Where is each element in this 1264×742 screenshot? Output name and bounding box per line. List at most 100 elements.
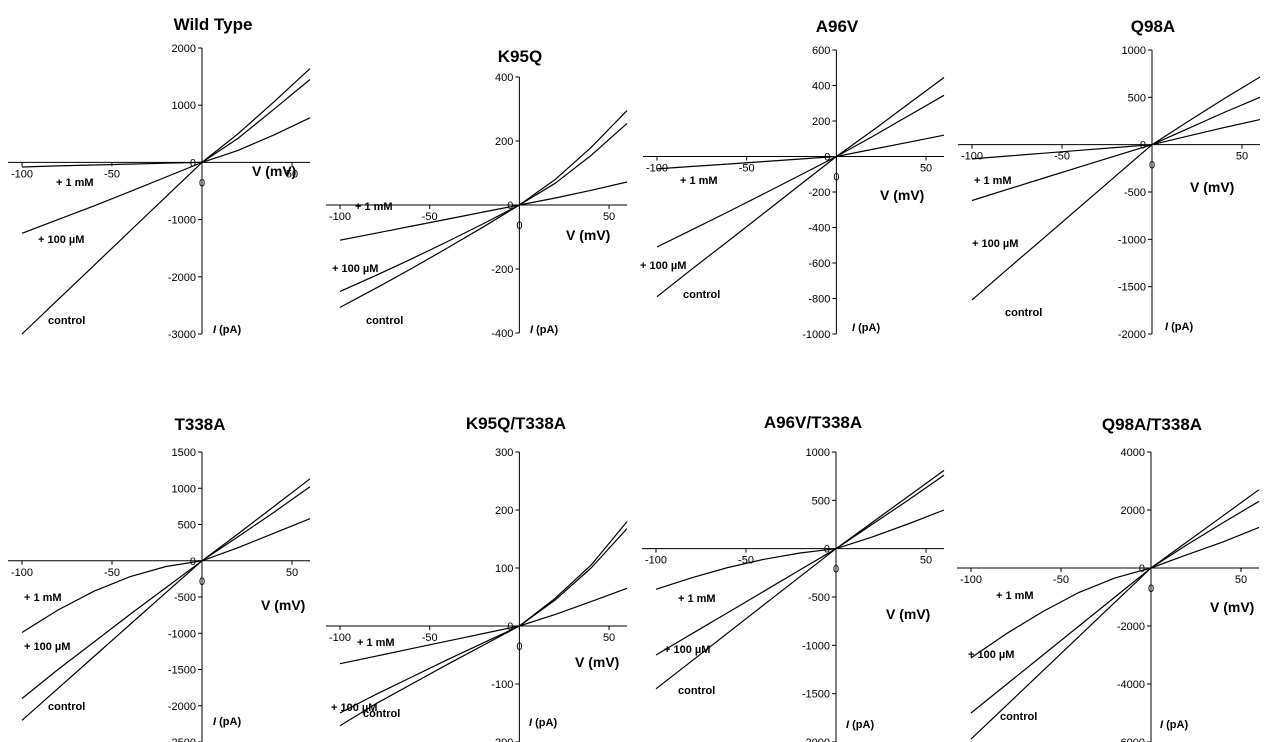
curve-1mM [970,526,1260,659]
curve-100uM [656,94,945,248]
curve-100uM [21,79,311,234]
y-tick-label: -200 [491,264,513,276]
y-tick-label: -2000 [168,701,196,713]
y-tick-label: -400 [808,223,830,235]
x-axis-label: V (mV) [1210,599,1254,615]
x-tick-label: -100 [11,168,33,180]
y-axis-label: I (pA) [529,717,557,729]
curve-annotation: + 100 µM [664,644,710,656]
y-tick-label: -500 [1124,187,1146,199]
x-tick-label: -100 [329,211,351,223]
y-axis-label: I (pA) [852,322,880,334]
x-axis-label: V (mV) [575,654,619,670]
y-tick-label: -2000 [1118,329,1146,341]
x-tick-label: 50 [603,632,615,644]
y-tick-label: -1000 [168,215,196,227]
y-tick-label: 0 [1139,563,1145,575]
y-tick-label: -800 [808,294,830,306]
curve-annotation: + 100 µM [331,702,377,714]
x-tick-label: 0 [833,172,839,184]
y-tick-label: 0 [190,157,196,169]
x-tick-label: -50 [1054,151,1070,163]
curve-annotation: + 100 µM [38,234,84,246]
iv-panel: K95Q 400 200 0 -200 -400 -100 -50 50 0 V (mV) I (pA… [326,47,628,340]
y-tick-label: -1000 [802,640,830,652]
iv-panel: Wild Type 2000 1000 0 -1000 -2000 -3000 -100 -50… [8,15,311,341]
y-tick-label: -1500 [168,665,196,677]
curve-annotation: control [48,315,85,327]
curve-annotation: + 100 µM [24,641,70,653]
y-tick-label: -4000 [1117,679,1145,691]
x-axis-label: V (mV) [880,187,924,203]
iv-panel: A96V6004002000-200-400-600-800-1000-100-… [640,17,945,341]
curve-100uM [339,528,628,714]
x-tick-label: -100 [11,567,33,579]
y-tick-label: 1000 [806,447,830,459]
curve-control [21,68,311,335]
x-axis-label: V (mV) [252,163,296,179]
y-tick-label: 300 [495,447,513,459]
y-axis-label: I (pA) [1160,719,1188,731]
panel-title: A96V [816,17,859,36]
x-tick-label: -100 [961,151,983,163]
panel-title: K95Q [498,47,542,66]
curve-annotation: control [678,685,715,697]
x-axis-label: V (mV) [261,597,305,613]
curve-annotation: + 100 µM [332,263,378,275]
y-tick-label: 200 [495,136,513,148]
curve-control [656,77,945,298]
x-tick-label: 50 [286,567,298,579]
x-axis-label: V (mV) [566,227,610,243]
y-tick-label: 2000 [172,43,196,55]
x-tick-label: 0 [516,220,522,232]
curve-annotation: + 1 mM [357,637,395,649]
panel-title: Q98A/T338A [1102,415,1202,434]
curve-control [971,76,1261,301]
y-tick-label: -400 [491,328,513,340]
y-tick-label: 4000 [1121,447,1145,459]
x-tick-label: 50 [920,555,932,567]
curve-control [21,478,311,721]
curve-annotation: control [363,708,400,720]
panel-title: T338A [174,415,225,434]
curve-1mM [656,134,945,170]
x-tick-label: 50 [1235,574,1247,586]
y-tick-label: -2000 [1117,621,1145,633]
curve-annotation: + 1 mM [56,177,94,189]
x-tick-label: -50 [738,555,754,567]
curve-1mM [339,181,628,241]
curve-1mM [21,518,311,634]
y-tick-label: -500 [174,592,196,604]
x-tick-label: -100 [960,574,982,586]
y-axis-label: I (pA) [213,716,241,728]
iv-panel: K95Q/T338A 300 200 100 0 -100 -200 -100 -50 50 0 V … [326,414,628,742]
curve-annotation: + 1 mM [678,593,716,605]
panel-title: A96V/T338A [764,413,862,432]
y-tick-label: 1000 [172,100,196,112]
x-axis-label: V (mV) [886,606,930,622]
x-tick-label: 50 [1236,151,1248,163]
curve-annotation: + 1 mM [974,175,1012,187]
curve-annotation: + 100 µM [968,649,1014,661]
y-tick-label: 2000 [1121,505,1145,517]
x-tick-label: 50 [603,211,615,223]
curve-annotation: + 100 µM [640,260,686,272]
y-tick-label: 200 [812,116,830,128]
curve-annotation: + 1 mM [355,201,393,213]
panel-title: K95Q/T338A [466,414,566,433]
y-tick-label: -6000 [1117,737,1145,742]
x-tick-label: -50 [739,163,755,175]
y-axis-label: I (pA) [213,324,241,336]
curve-annotation: control [683,289,720,301]
iv-panel: T338A 1500 1000 500 0-500 -1000 -1500 -2000 -250… [8,415,311,742]
y-tick-label: -1500 [802,689,830,701]
x-tick-label: 50 [286,168,298,180]
y-tick-label: -1500 [1118,282,1146,294]
y-tick-label: -500 [808,592,830,604]
x-tick-label: 0 [1149,160,1155,172]
y-tick-label: 200 [495,505,513,517]
y-tick-label: -1000 [802,329,830,341]
curve-annotation: control [366,315,403,327]
y-tick-label: -1000 [1118,234,1146,246]
y-tick-label: 0 [507,200,513,212]
